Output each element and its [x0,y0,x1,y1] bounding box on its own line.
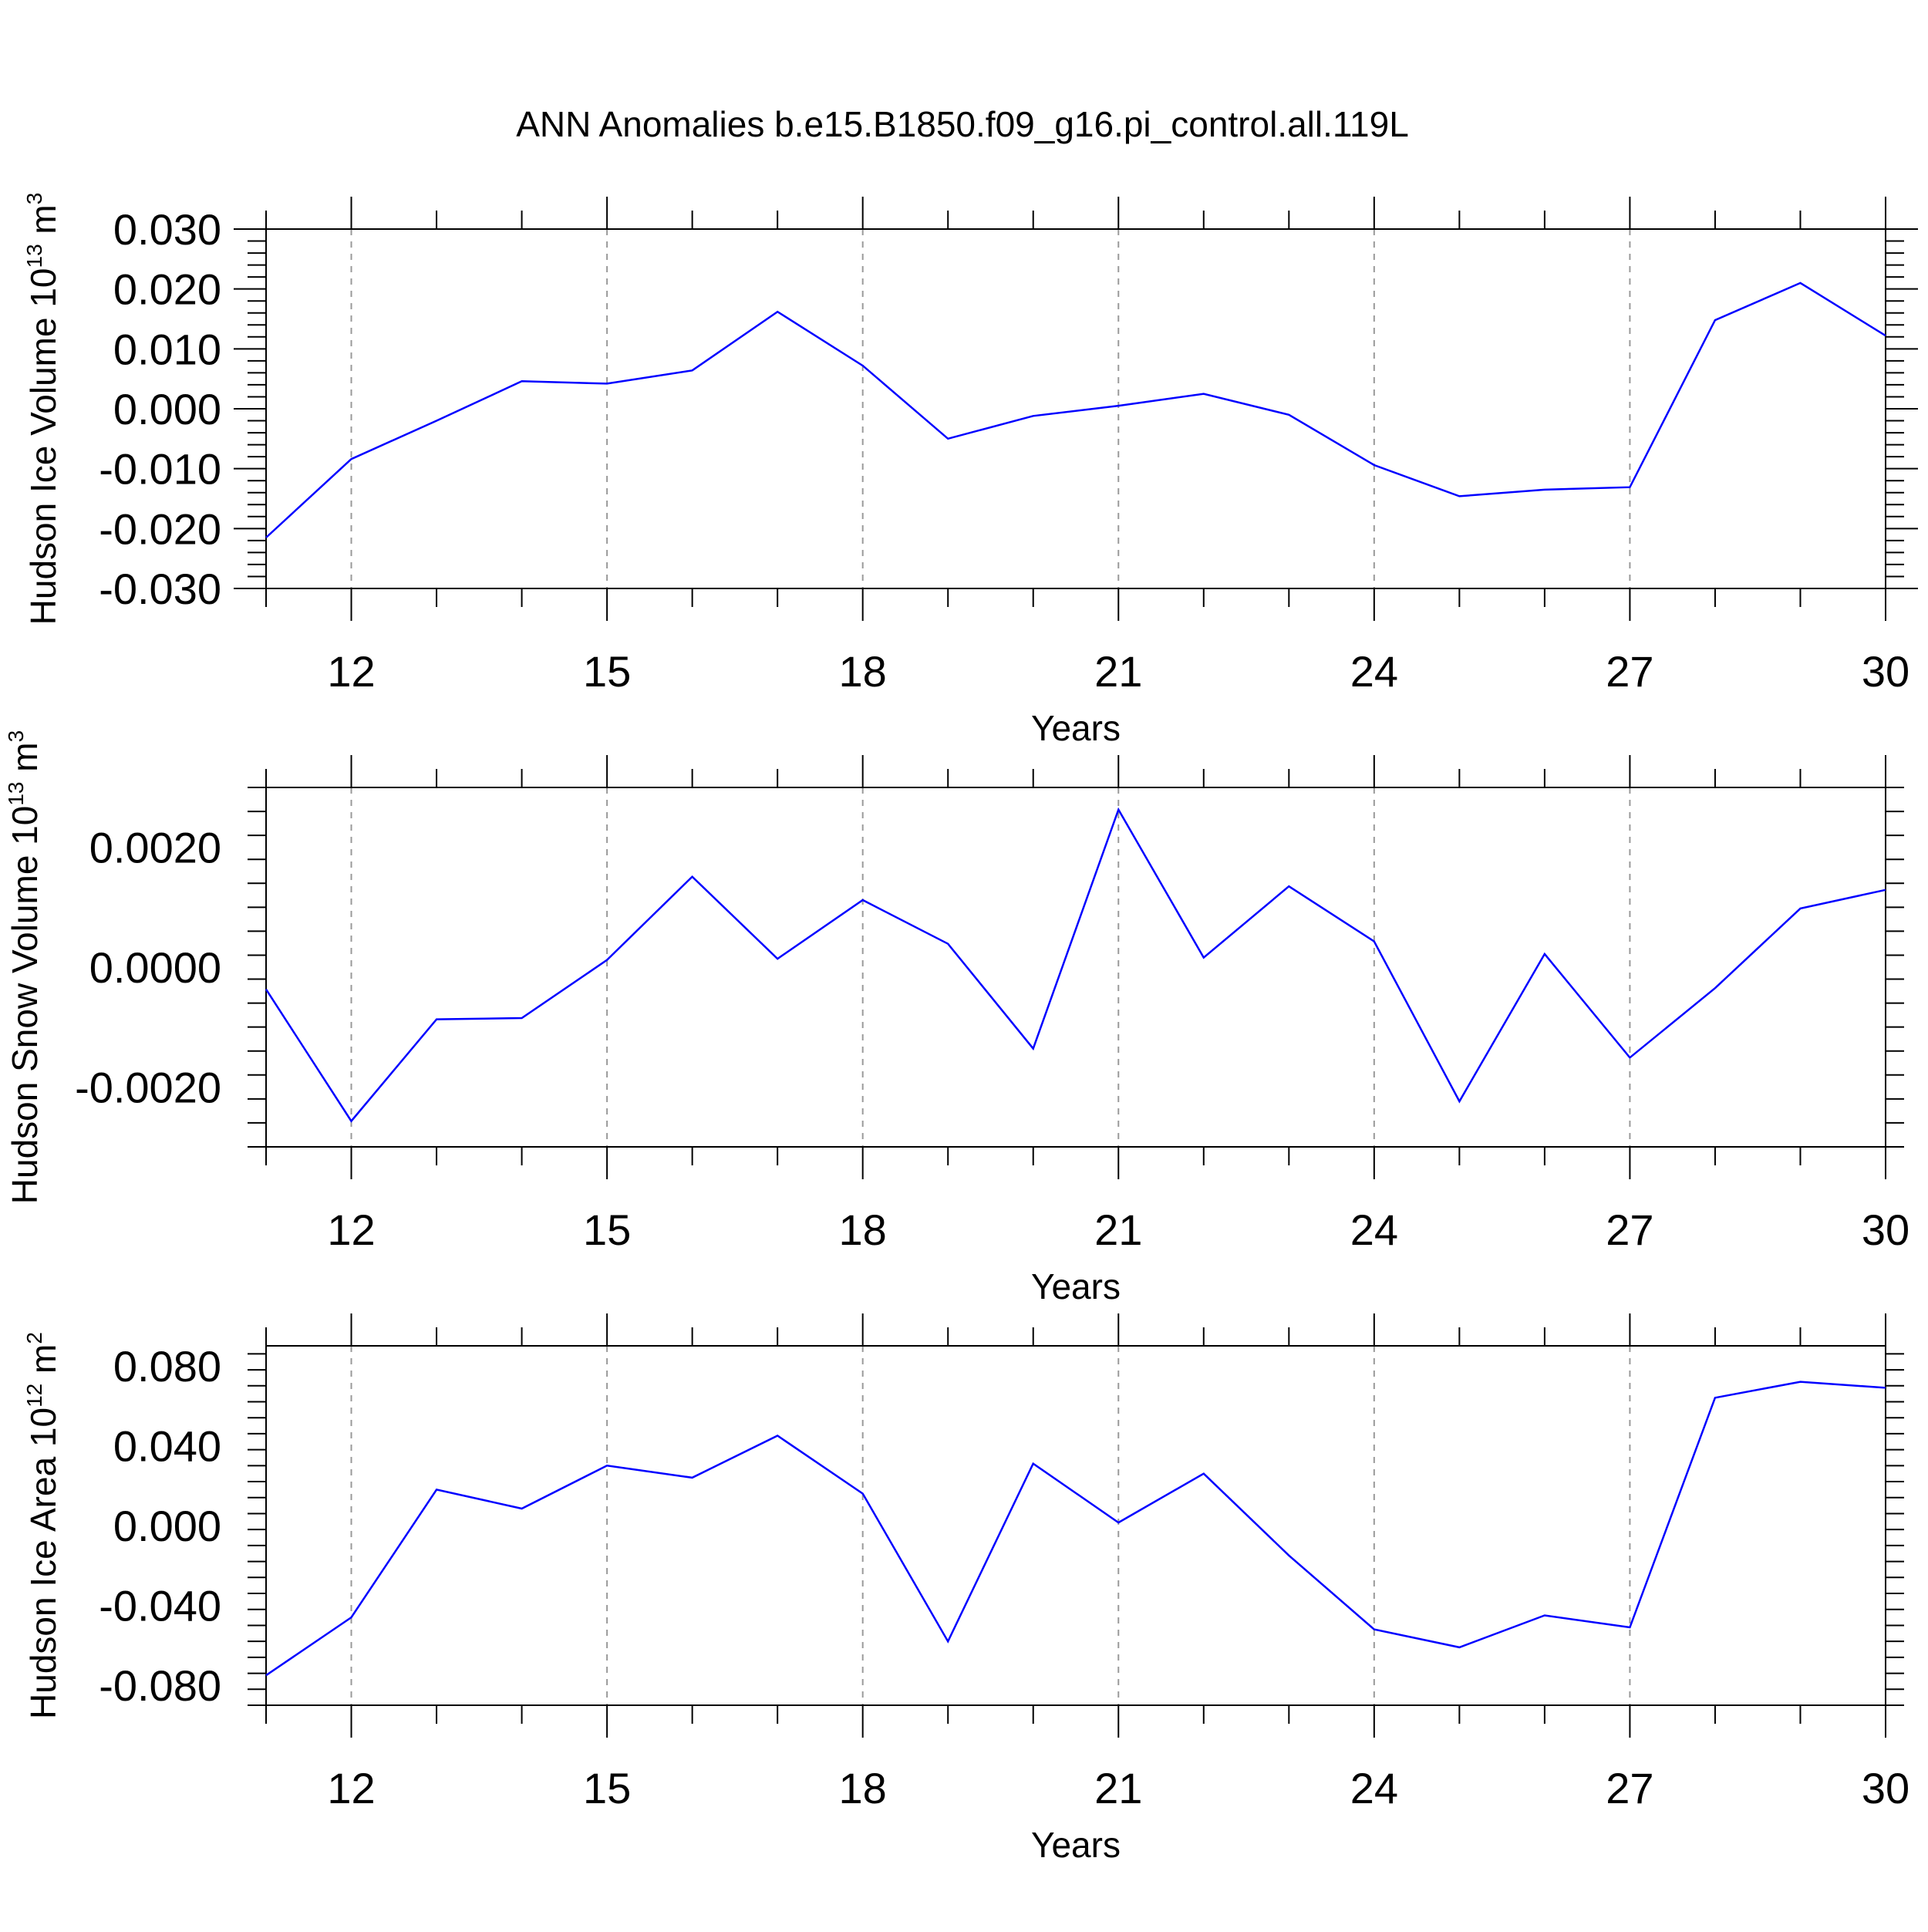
y-axis-label-text: Hudson Ice Volume 10 [23,268,63,625]
y-axis-label: Hudson Ice Area 1012 m2 [22,1332,63,1719]
x-tick-label: 27 [1606,1205,1653,1254]
y-axis-label-unit-exponent: 2 [22,1332,46,1344]
x-tick-label: 24 [1350,647,1398,696]
chart-title: ANN Anomalies b.e15.B1850.f09_g16.pi_con… [516,104,1409,144]
x-tick-label: 12 [327,1764,375,1812]
y-tick-label: -0.040 [99,1582,221,1630]
y-tick-label: 0.030 [113,205,221,254]
series-line [265,807,1886,1123]
panel-3: -0.080 -0.040 0.000 0.040 0.080 12 15 18 21 24 27 3… [22,1313,1909,1865]
x-tick-label: 18 [839,1764,887,1812]
y-tick-label: -0.030 [99,565,221,613]
y-tick-label: 0.080 [113,1342,221,1391]
x-tick-label: 21 [1094,647,1142,696]
y-tick-label: 0.040 [113,1421,221,1470]
panels: -0.030 -0.020 -0.010 0.000 0.010 0.020 0.030 12… [4,193,1918,1865]
x-axis-label: Years [1031,708,1121,748]
x-tick-label: 27 [1606,1764,1653,1812]
x-tick-label: 12 [327,1205,375,1254]
x-tick-label: 24 [1350,1205,1398,1254]
y-axis-label: Hudson Ice Volume 1013 m3 [22,193,63,625]
x-tick-label: 12 [327,647,375,696]
y-axis-label-text: Hudson Ice Area 10 [23,1408,63,1719]
x-tick-label: 30 [1862,647,1909,696]
y-tick-label: 0.0020 [89,824,221,872]
y-tick-label: -0.080 [99,1661,221,1710]
x-tick-label: 18 [839,647,887,696]
y-tick-label: 0.000 [113,1502,221,1550]
x-tick-label: 30 [1862,1764,1909,1812]
y-tick-label: -0.010 [99,445,221,494]
y-axis-label-unit-exponent: 3 [22,193,46,205]
plot-frame [265,1345,1886,1706]
y-axis-label-text: Hudson Snow Volume 10 [5,806,45,1205]
y-axis-label-exponent: 13 [4,781,28,805]
x-tick-label: 15 [583,1205,631,1254]
panel-1: -0.030 -0.020 -0.010 0.000 0.010 0.020 0.030 12… [22,193,1918,748]
x-axis-label: Years [1031,1825,1121,1865]
y-axis-label-unit: m [23,204,63,244]
plot-frame [265,787,1886,1148]
y-tick-label: 0.010 [113,325,221,373]
y-tick-label: 0.0000 [89,943,221,992]
series-line [265,282,1886,538]
x-tick-label: 15 [583,1764,631,1812]
x-tick-label: 24 [1350,1764,1398,1812]
y-axis-label-unit-exponent: 3 [4,730,28,743]
y-tick-label: -0.020 [99,504,221,553]
y-axis-label-unit: m [5,742,45,781]
x-tick-label: 15 [583,647,631,696]
x-tick-label: 30 [1862,1205,1909,1254]
y-tick-label: -0.0020 [75,1063,221,1111]
x-tick-label: 21 [1094,1764,1142,1812]
x-tick-label: 27 [1606,647,1653,696]
series-line [265,1381,1886,1677]
x-axis-label: Years [1031,1266,1121,1307]
x-tick-label: 21 [1094,1205,1142,1254]
plot-frame [265,228,1886,589]
y-axis-label-unit: m [23,1344,63,1384]
y-tick-label: 0.000 [113,385,221,433]
x-tick-label: 18 [839,1205,887,1254]
y-axis-label: Hudson Snow Volume 1013 m3 [4,730,45,1204]
y-axis-label-exponent: 12 [22,1384,46,1408]
y-tick-label: 0.020 [113,265,221,314]
y-axis-label-exponent: 13 [22,244,46,268]
panel-2: -0.0020 0.0000 0.0020 12 15 18 21 24 27 30 Years Hu… [4,730,1909,1307]
